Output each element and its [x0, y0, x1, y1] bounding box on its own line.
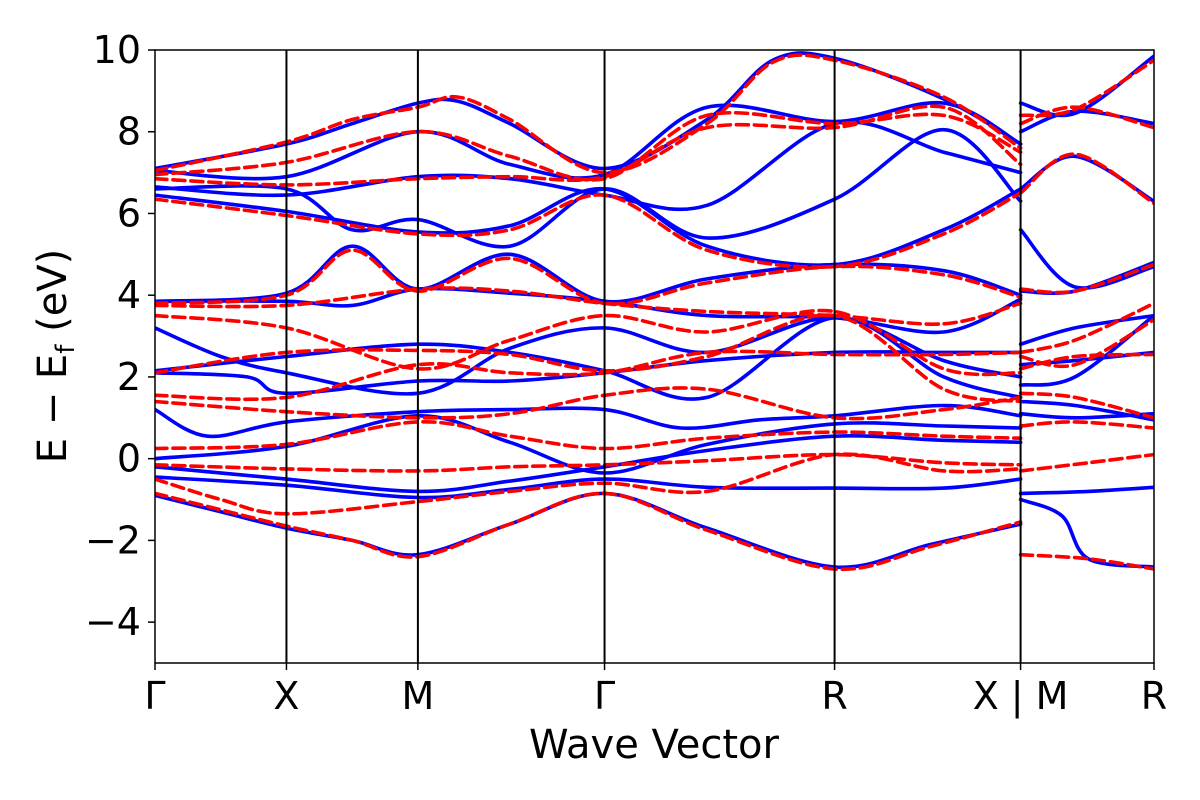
y-tick-label-4: 4 — [117, 273, 141, 317]
band-line-dashed-45 — [1018, 262, 1154, 295]
y-tick-label-3: 2 — [117, 355, 141, 399]
band-line-dashed-40 — [155, 53, 1023, 175]
band-line-solid-4 — [155, 403, 1023, 439]
y-tick-label-7: 10 — [93, 28, 141, 72]
band-line-dashed-44 — [1018, 301, 1154, 355]
x-tick-label-5: X | M — [973, 674, 1069, 719]
band-line-dashed-49 — [1018, 420, 1154, 430]
y-tick-label-2: 0 — [117, 437, 141, 481]
band-line-dashed-36 — [155, 248, 1023, 306]
x-tick-label-2: M — [401, 674, 434, 718]
band-line-dashed-41 — [1018, 452, 1154, 473]
band-line-solid-7 — [155, 315, 1023, 396]
band-line-solid-15 — [1018, 485, 1154, 496]
band-line-solid-5 — [155, 350, 1023, 396]
band-line-dashed-43 — [1018, 317, 1154, 368]
x-tick-label-6: R — [1141, 674, 1167, 718]
band-line-solid-22 — [1018, 109, 1154, 134]
band-line-dashed-42 — [1018, 552, 1154, 571]
series-layer — [155, 51, 1154, 572]
band-line-solid-20 — [1018, 228, 1154, 290]
y-axis-label: E − Ef (eV) — [30, 249, 81, 464]
band-line-dashed-30 — [155, 420, 1023, 451]
band-line-dashed-34 — [155, 308, 1023, 377]
plot-frame — [154, 49, 1155, 664]
band-line-dashed-37 — [155, 191, 1023, 269]
band-line-solid-18 — [1018, 313, 1154, 346]
band-line-solid-25 — [1018, 399, 1154, 422]
band-line-solid-23 — [1018, 54, 1154, 118]
x-tick-label-1: X — [273, 674, 299, 718]
y-axis-label-main: E − E — [30, 354, 76, 464]
x-tick-label-3: Γ — [594, 674, 615, 718]
band-line-solid-0 — [155, 491, 1023, 570]
y-ticks: −4 −2 0 2 4 6 8 10 — [85, 28, 155, 644]
y-tick-label-1: −2 — [85, 518, 141, 562]
band-line-solid-21 — [1018, 154, 1154, 203]
band-line-solid-16 — [1018, 497, 1154, 569]
kpoint-lines — [285, 50, 1022, 663]
y-tick-label-6: 8 — [117, 110, 141, 154]
band-line-dashed-47 — [1018, 105, 1154, 130]
x-axis-label: Wave Vector — [529, 722, 780, 768]
x-ticks: Γ X M Γ R X | M R — [144, 663, 1167, 719]
x-tick-label-4: R — [821, 674, 847, 718]
x-tick-label-0: Γ — [144, 674, 165, 718]
band-line-dashed-46 — [1018, 152, 1154, 206]
y-tick-label-5: 6 — [117, 191, 141, 235]
band-line-dashed-27 — [155, 491, 1023, 572]
y-tick-label-0: −4 — [85, 600, 141, 644]
band-line-dashed-51 — [1018, 352, 1154, 371]
band-line-solid-11 — [155, 127, 1023, 249]
band-line-solid-9 — [155, 244, 1023, 304]
band-line-dashed-50 — [1018, 391, 1154, 420]
band-line-dashed-48 — [1018, 58, 1154, 118]
y-axis-label-subscript: f — [51, 344, 81, 354]
y-axis-label-unit: (eV) — [30, 249, 76, 345]
